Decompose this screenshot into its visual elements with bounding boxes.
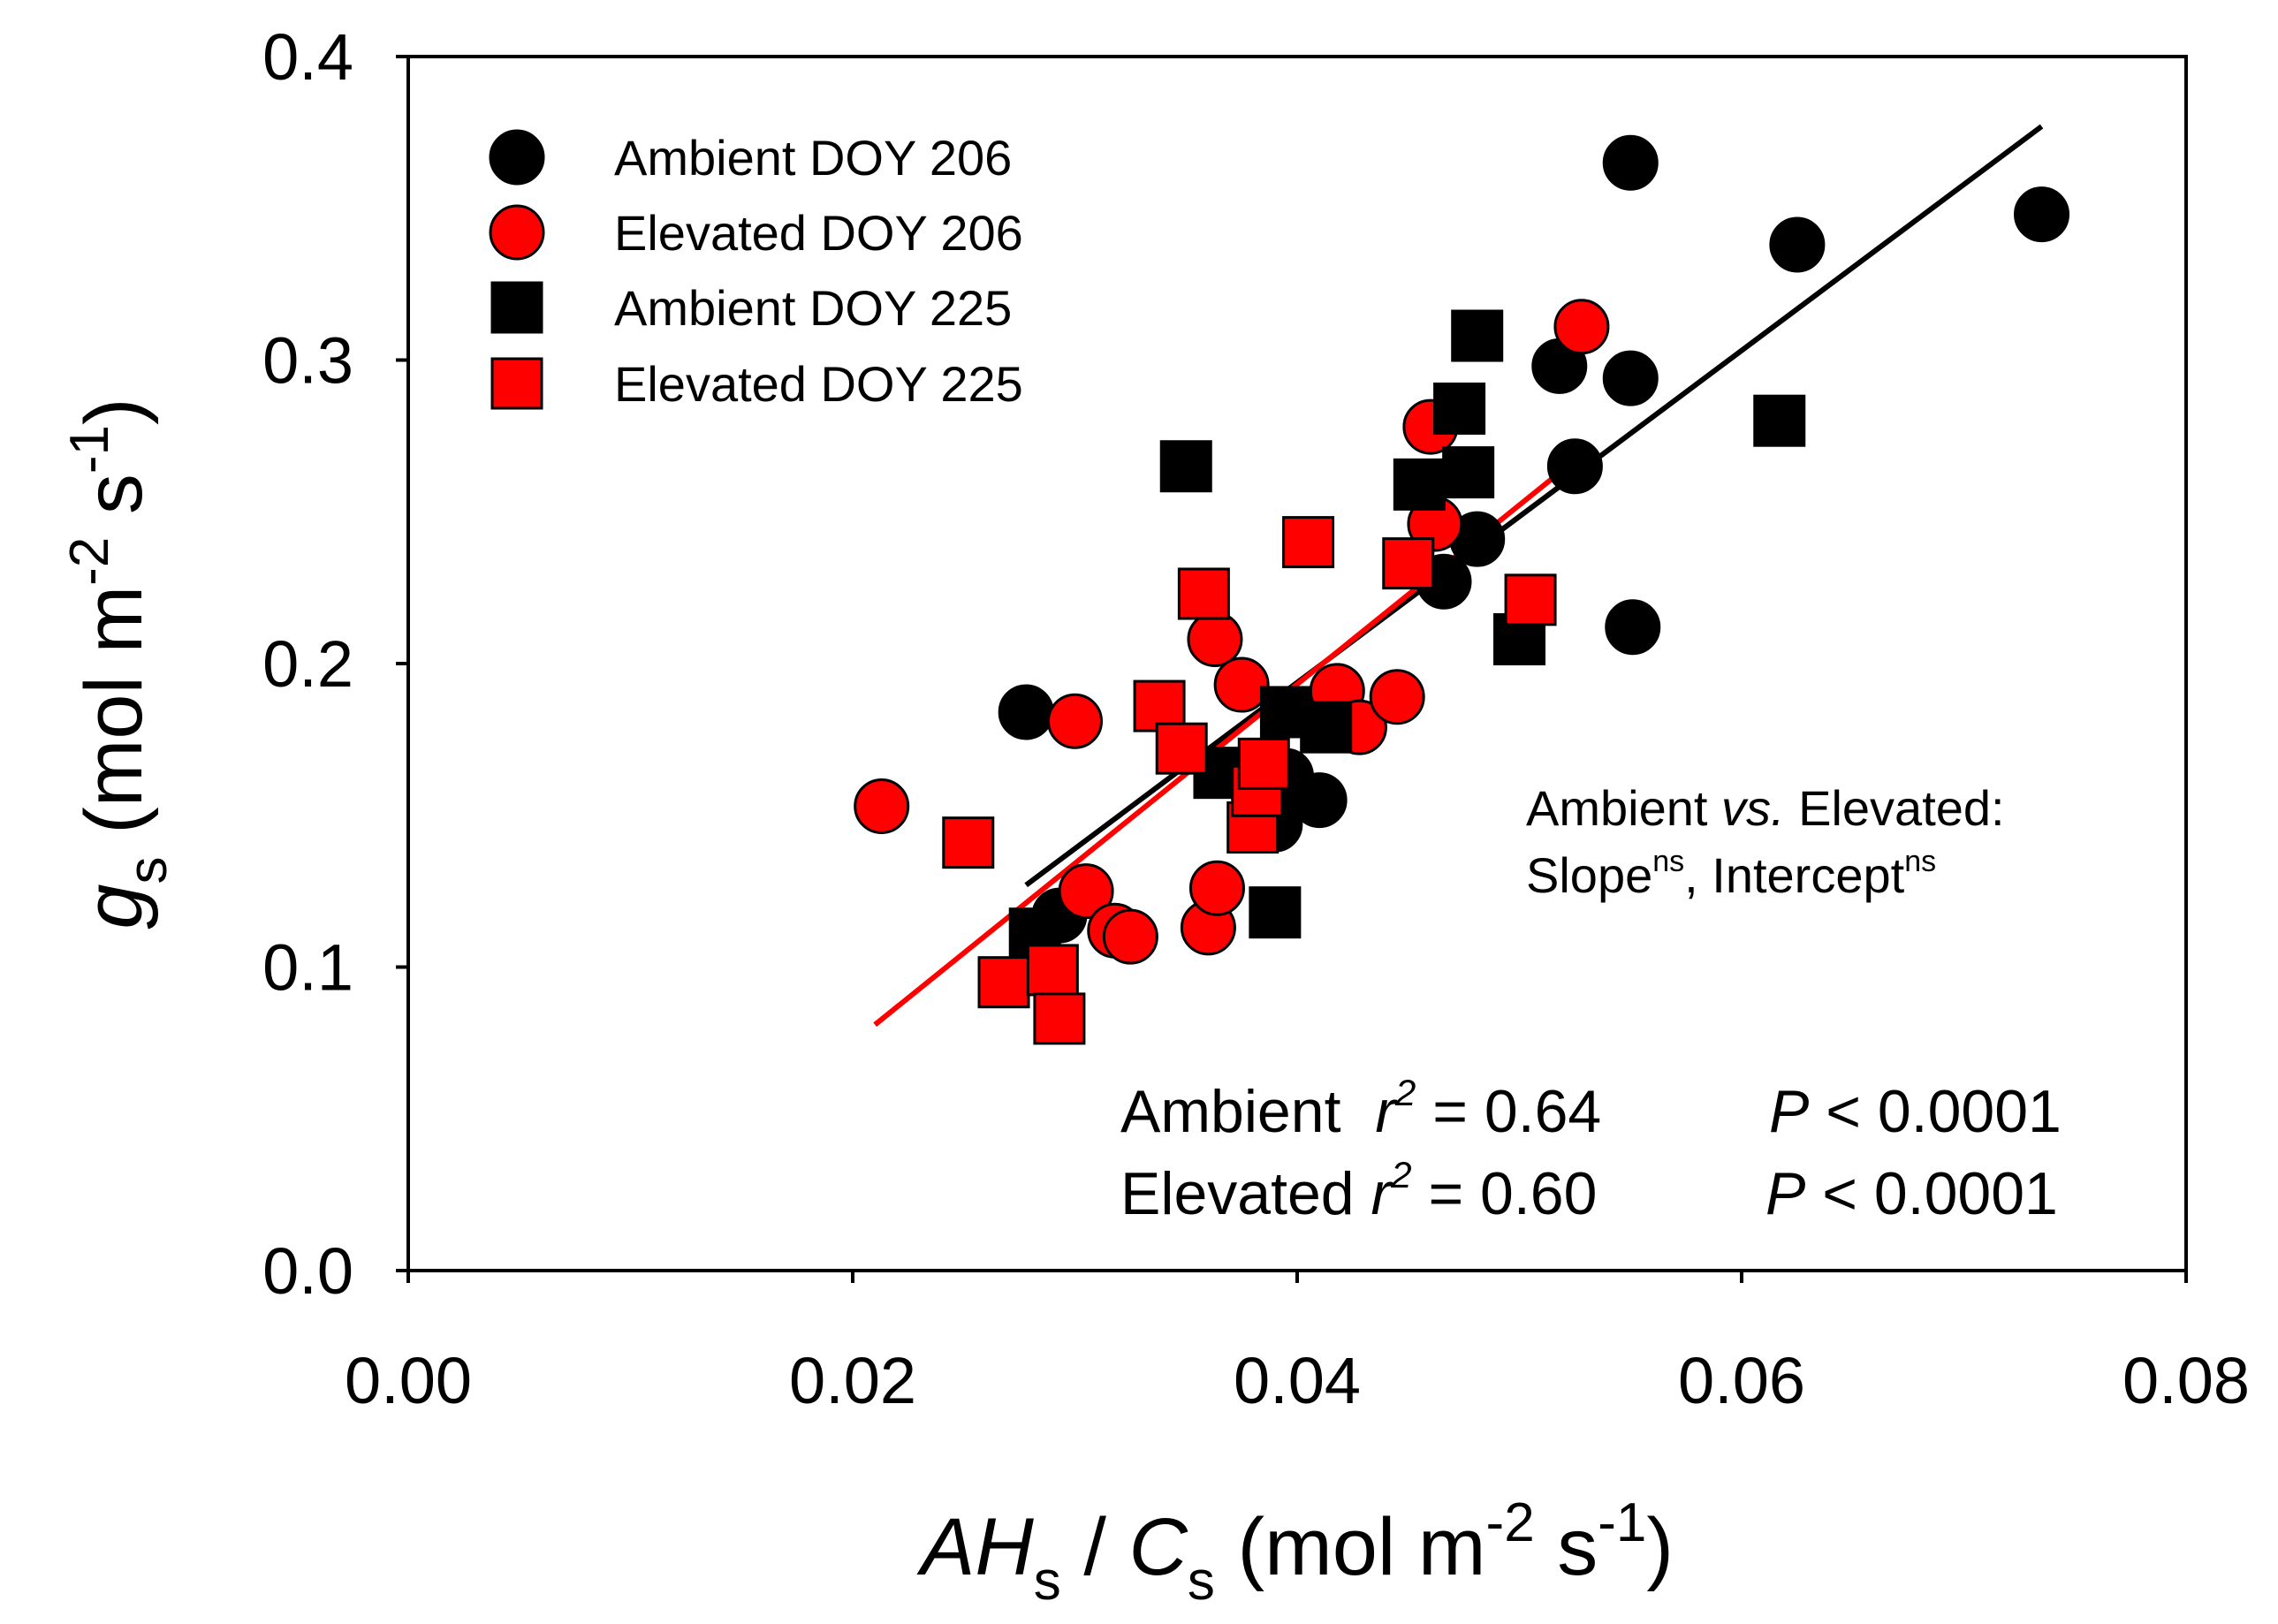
point-elevated-doy-206 bbox=[1187, 611, 1243, 668]
point-ambient-doy-206 bbox=[1546, 438, 1603, 495]
legend-label-elevated-225: Elevated DOY 225 bbox=[614, 356, 1023, 412]
point-ambient-doy-206 bbox=[1602, 350, 1659, 406]
point-ambient-doy-225 bbox=[1442, 446, 1495, 499]
point-elevated-doy-206 bbox=[854, 778, 910, 834]
x-tick-label: 0.06 bbox=[1678, 1344, 1805, 1417]
point-ambient-doy-206 bbox=[998, 684, 1054, 740]
legend-marker-elevated-225 bbox=[490, 357, 543, 410]
point-ambient-doy-225 bbox=[1300, 701, 1353, 754]
point-ambient-doy-206 bbox=[1605, 599, 1661, 656]
point-elevated-doy-225 bbox=[1282, 516, 1335, 569]
x-tick-label: 0.00 bbox=[345, 1344, 472, 1417]
point-elevated-doy-206 bbox=[1058, 863, 1114, 920]
stat-ambient: Ambient r2 = 0.64 P < 0.0001 bbox=[1120, 1072, 2062, 1145]
legend-label-ambient-206: Ambient DOY 206 bbox=[614, 130, 1012, 186]
y-tick-label: 0.1 bbox=[262, 931, 353, 1005]
legend-label-ambient-225: Ambient DOY 225 bbox=[614, 280, 1012, 336]
point-ambient-doy-225 bbox=[1753, 394, 1806, 447]
x-tick-label: 0.02 bbox=[789, 1344, 916, 1417]
y-axis: 0.0 0.1 0.2 0.3 0.4 bbox=[262, 20, 408, 1308]
stat-elevated: Elevated r2 = 0.60 P < 0.0001 bbox=[1120, 1154, 2058, 1227]
point-elevated-doy-225 bbox=[1504, 573, 1557, 626]
point-elevated-doy-225 bbox=[942, 816, 995, 869]
legend-marker-ambient-225 bbox=[490, 281, 543, 334]
point-elevated-doy-206 bbox=[1369, 669, 1425, 725]
data-points bbox=[854, 134, 2070, 1045]
x-tick-label: 0.04 bbox=[1234, 1344, 1361, 1417]
comparison-note-line2: Slopens, Interceptns bbox=[1526, 845, 1936, 903]
point-ambient-doy-225 bbox=[1159, 440, 1212, 493]
point-elevated-doy-225 bbox=[977, 956, 1030, 1009]
legend-marker-elevated-206 bbox=[489, 204, 545, 261]
x-tick-label: 0.08 bbox=[2122, 1344, 2250, 1417]
legend-label-elevated-206: Elevated DOY 206 bbox=[614, 205, 1023, 261]
point-elevated-doy-206 bbox=[1213, 656, 1270, 713]
point-elevated-doy-225 bbox=[1177, 567, 1230, 620]
point-elevated-doy-225 bbox=[1033, 992, 1086, 1045]
comparison-note-line1: Ambient vs. Elevated: bbox=[1526, 780, 2005, 836]
y-tick-label: 0.3 bbox=[262, 324, 353, 398]
y-axis-title: gs (mol m-2 s-1) bbox=[59, 398, 178, 929]
point-ambient-doy-225 bbox=[1451, 309, 1504, 362]
y-tick-label: 0.2 bbox=[262, 627, 353, 701]
point-ambient-doy-206 bbox=[2014, 186, 2070, 243]
y-tick-label: 0.0 bbox=[262, 1234, 353, 1308]
legend-marker-ambient-206 bbox=[489, 129, 545, 186]
point-elevated-doy-225 bbox=[1382, 537, 1435, 590]
point-elevated-doy-206 bbox=[1553, 299, 1610, 355]
x-axis: 0.00 0.02 0.04 0.06 0.08 bbox=[345, 1271, 2250, 1417]
point-elevated-doy-225 bbox=[1237, 737, 1290, 790]
point-ambient-doy-206 bbox=[1291, 772, 1348, 829]
point-elevated-doy-225 bbox=[1026, 944, 1079, 997]
point-elevated-doy-206 bbox=[1102, 908, 1158, 965]
point-elevated-doy-206 bbox=[1047, 693, 1103, 749]
point-elevated-doy-206 bbox=[1188, 860, 1245, 916]
point-ambient-doy-206 bbox=[1602, 134, 1659, 191]
x-axis-title: AHs / Cs (mol m-2 s-1) bbox=[916, 1492, 1674, 1612]
y-tick-label: 0.4 bbox=[262, 20, 353, 94]
legend: Ambient DOY 206 Elevated DOY 206 Ambient… bbox=[489, 129, 1023, 412]
point-ambient-doy-206 bbox=[1769, 216, 1826, 273]
point-ambient-doy-225 bbox=[1433, 382, 1486, 435]
point-ambient-doy-225 bbox=[1393, 458, 1446, 511]
point-elevated-doy-225 bbox=[1155, 722, 1208, 775]
point-ambient-doy-225 bbox=[1249, 886, 1302, 939]
